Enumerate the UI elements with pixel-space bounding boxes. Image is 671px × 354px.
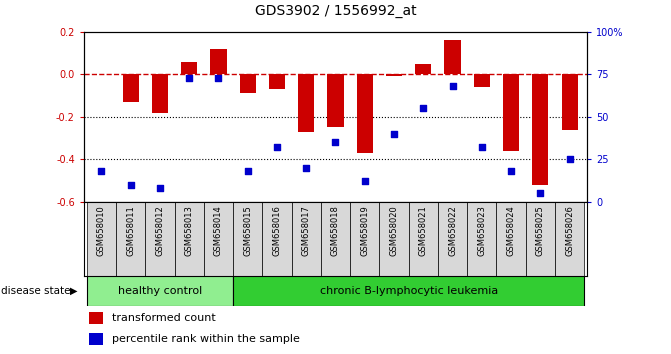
Bar (327, 74, 344, 127)
Bar (233, 202, 262, 276)
Bar (240, 74, 256, 93)
Text: GSM658018: GSM658018 (331, 205, 340, 256)
Bar (438, 202, 467, 276)
Text: GSM658015: GSM658015 (243, 205, 252, 256)
Bar (555, 202, 584, 276)
Bar (415, 64, 431, 74)
Bar (123, 74, 139, 102)
Text: GSM658011: GSM658011 (126, 205, 135, 256)
Text: disease state: disease state (1, 286, 71, 296)
Text: GSM658017: GSM658017 (302, 205, 311, 256)
Bar (204, 202, 233, 276)
Bar (497, 202, 525, 276)
Bar (532, 74, 548, 185)
Point (535, 190, 546, 196)
Bar (321, 202, 350, 276)
Bar (474, 74, 490, 87)
Bar (379, 202, 409, 276)
Bar (386, 74, 402, 76)
Bar (89, 313, 103, 324)
Point (418, 105, 429, 111)
Bar (292, 202, 321, 276)
Point (154, 185, 165, 191)
Point (213, 75, 224, 81)
Text: GSM658019: GSM658019 (360, 205, 369, 256)
Bar (269, 74, 285, 89)
Bar (146, 202, 174, 276)
Text: GSM658021: GSM658021 (419, 205, 428, 256)
Text: GSM658016: GSM658016 (272, 205, 281, 256)
Bar (562, 74, 578, 130)
Text: GSM658024: GSM658024 (507, 205, 515, 256)
Point (564, 156, 575, 162)
Bar (87, 276, 233, 306)
Point (476, 144, 487, 150)
Text: GDS3902 / 1556992_at: GDS3902 / 1556992_at (255, 4, 416, 18)
Text: GSM658010: GSM658010 (97, 205, 106, 256)
Bar (298, 74, 314, 132)
Text: percentile rank within the sample: percentile rank within the sample (111, 335, 299, 344)
Bar (503, 74, 519, 151)
Point (330, 139, 341, 145)
Bar (181, 62, 197, 74)
Text: GSM658012: GSM658012 (156, 205, 164, 256)
Point (506, 169, 517, 174)
Text: ▶: ▶ (70, 286, 77, 296)
Bar (152, 74, 168, 113)
Bar (116, 202, 146, 276)
Text: GSM658013: GSM658013 (185, 205, 194, 256)
Bar (409, 202, 438, 276)
Bar (262, 202, 292, 276)
Point (125, 182, 136, 188)
Text: GSM658025: GSM658025 (536, 205, 545, 256)
Text: healthy control: healthy control (118, 286, 202, 296)
Text: chronic B-lymphocytic leukemia: chronic B-lymphocytic leukemia (319, 286, 498, 296)
Point (96, 169, 107, 174)
Point (360, 178, 370, 184)
Point (272, 144, 282, 150)
Point (301, 165, 311, 171)
Bar (89, 333, 103, 346)
Text: GSM658026: GSM658026 (565, 205, 574, 256)
Text: GSM658020: GSM658020 (390, 205, 399, 256)
Bar (233, 276, 584, 306)
Point (242, 169, 253, 174)
Text: GSM658022: GSM658022 (448, 205, 457, 256)
Text: GSM658023: GSM658023 (477, 205, 486, 256)
Text: transformed count: transformed count (111, 313, 215, 324)
Bar (525, 202, 555, 276)
Bar (87, 202, 116, 276)
Bar (357, 74, 373, 153)
Point (447, 84, 458, 89)
Point (389, 131, 399, 137)
Bar (211, 49, 227, 74)
Bar (467, 202, 497, 276)
Text: GSM658014: GSM658014 (214, 205, 223, 256)
Point (184, 75, 195, 81)
Bar (174, 202, 204, 276)
Bar (350, 202, 379, 276)
Bar (444, 40, 460, 74)
